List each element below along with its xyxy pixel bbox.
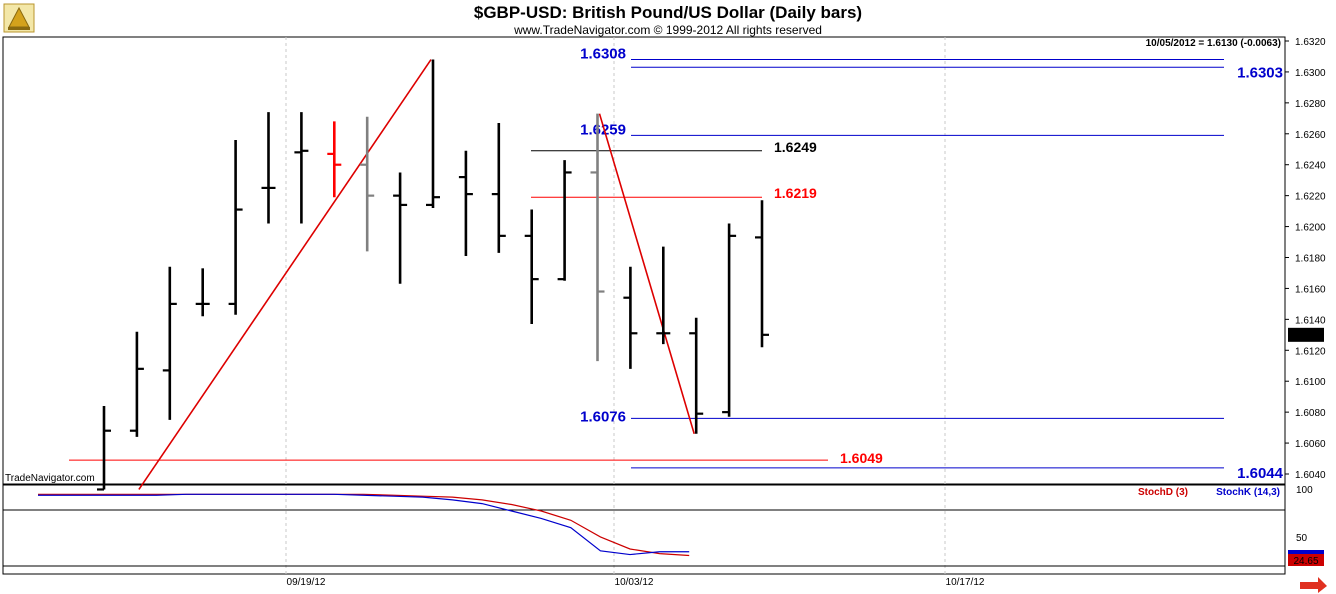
ohlc-bar <box>656 246 671 345</box>
level-label: 1.6259 <box>580 121 626 138</box>
stoch-tick-50: 50 <box>1296 533 1308 544</box>
ohlc-bar <box>722 223 737 417</box>
ohlc-bar <box>524 209 539 324</box>
chart-subtitle: www.TradeNavigator.com © 1999-2012 All r… <box>513 23 822 37</box>
ohlc-bar <box>590 113 605 362</box>
ohlc-bar <box>162 266 177 420</box>
y-tick-label: 1.6040 <box>1295 470 1326 481</box>
level-label: 1.6049 <box>840 450 883 466</box>
chart-title: $GBP-USD: British Pound/US Dollar (Daily… <box>474 3 862 22</box>
y-tick-label: 1.6260 <box>1295 130 1326 141</box>
swing-lines <box>138 59 695 490</box>
level-label: 1.6219 <box>774 185 817 201</box>
ohlc-bar <box>294 112 309 224</box>
y-tick-label: 1.6080 <box>1295 408 1326 419</box>
ohlc-bar <box>623 266 638 369</box>
level-label: 1.6044 <box>1237 465 1284 482</box>
ohlc-bar <box>261 112 276 224</box>
last-price-label: 1.6130 <box>1291 331 1322 342</box>
x-label-2: 10/03/12 <box>615 577 654 588</box>
ohlc-bars <box>97 59 769 491</box>
y-tick-label: 1.6280 <box>1295 99 1326 110</box>
price-panel <box>2 36 1286 485</box>
y-tick-label: 1.6200 <box>1295 223 1326 234</box>
ohlc-bar <box>228 139 243 315</box>
ohlc-bar <box>360 116 375 252</box>
stoch-last-value: 24.65 <box>1293 556 1318 567</box>
last-quote: 10/05/2012 = 1.6130 (-0.0063) <box>1146 38 1281 49</box>
stoch-k-line <box>38 493 690 556</box>
stoch-tick-100: 100 <box>1296 485 1313 496</box>
y-tick-label: 1.6220 <box>1295 192 1326 203</box>
y-tick-label: 1.6320 <box>1295 37 1326 48</box>
y-tick-label: 1.6240 <box>1295 161 1326 172</box>
y-axis-ticks: 1.6320 1.6300 1.6280 1.6260 1.6240 1.6220 1.62… <box>1285 37 1326 481</box>
stoch-d-label: StochD (3) <box>1138 487 1188 498</box>
swing-line <box>598 113 695 435</box>
x-label-3: 10/17/12 <box>946 577 985 588</box>
scroll-right-icon[interactable] <box>1300 577 1327 593</box>
stoch-panel <box>2 484 1286 575</box>
ohlc-bar <box>129 331 144 437</box>
ohlc-bar <box>426 59 440 209</box>
level-label: 1.6076 <box>580 408 626 425</box>
y-tick-label: 1.6300 <box>1295 68 1326 79</box>
swing-line <box>138 59 432 490</box>
ohlc-bar <box>491 122 506 253</box>
level-label: 1.6303 <box>1237 64 1283 81</box>
y-tick-label: 1.6180 <box>1295 254 1326 265</box>
ohlc-bar <box>557 160 572 281</box>
stoch-d-line <box>38 493 690 557</box>
level-label: 1.6249 <box>774 139 817 155</box>
y-tick-label: 1.6160 <box>1295 284 1326 295</box>
ohlc-bar <box>97 405 111 491</box>
ohlc-bar <box>195 268 210 317</box>
ohlc-bar <box>755 200 769 348</box>
x-label-1: 09/19/12 <box>287 577 326 588</box>
watermark: TradeNavigator.com <box>5 473 95 484</box>
y-tick-label: 1.6100 <box>1295 377 1326 388</box>
stoch-k-label: StochK (14,3) <box>1216 487 1280 498</box>
date-gridlines <box>285 37 946 574</box>
logo-icon <box>3 3 35 33</box>
ohlc-bar <box>393 172 408 284</box>
stoch-last-badge: 24.65 <box>1288 550 1324 567</box>
ohlc-bar <box>327 121 342 198</box>
ohlc-bar <box>458 150 473 256</box>
y-tick-label: 1.6060 <box>1295 439 1326 450</box>
last-price-badge: 1.6130 <box>1288 327 1324 342</box>
level-lines: 1.6308 1.6303 1.6259 1.6249 1.6219 1.6076 1.60… <box>69 46 1284 482</box>
ohlc-bar <box>689 317 704 434</box>
level-label: 1.6308 <box>580 46 626 63</box>
y-tick-label: 1.6120 <box>1295 346 1326 357</box>
y-tick-label: 1.6140 <box>1295 315 1326 326</box>
